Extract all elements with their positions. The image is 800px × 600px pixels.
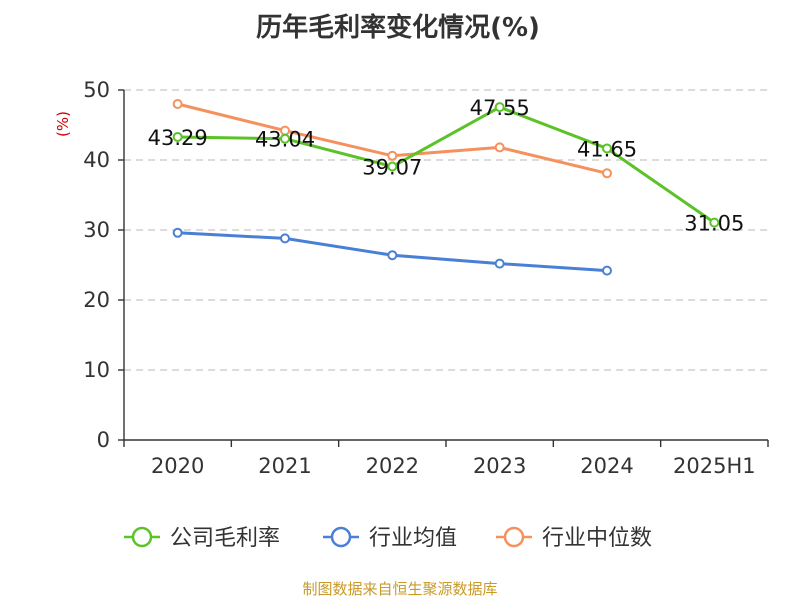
x-tick-label-2020: 2020 [151,454,204,478]
y-tick-label-40: 40 [83,148,110,172]
series-2-point-2024 [602,168,612,179]
source-note: 制图数据来自恒生聚源数据库 [302,580,497,598]
series-2-point-2020 [172,99,183,109]
grid-lines [124,89,768,371]
series-group [172,99,720,276]
y-tick-labels: 0 10 20 30 40 50 [83,78,110,452]
data-label-2022: 39.07 [362,156,422,180]
chart-title: 历年毛利率变化情况(%) [256,12,540,43]
series-1-point-2023 [494,258,505,269]
data-label-2024: 41.65 [577,137,637,161]
legend-label-0: 公司毛利率 [170,526,280,551]
series-1-point-2021 [280,233,290,244]
series-1-point-2020 [172,227,183,238]
legend-label-1: 行业均值 [369,526,457,551]
legend-item-2: 行业中位数 [496,526,652,551]
series-line-0 [176,105,716,225]
y-tick-label-50: 50 [83,78,110,102]
legend-marker-1 [330,526,352,548]
series-2-point-2022 [387,150,398,161]
data-label-2023: 47.55 [470,96,530,120]
legend-item-1: 行业均值 [323,526,457,551]
series-2-point-2023 [494,142,505,153]
series-0-point-2025H1 [709,217,720,228]
x-tick-label-2023: 2023 [473,454,526,478]
series-1-point-2024 [602,265,612,276]
series-0-point-2022 [387,161,398,172]
x-tick-label-2024: 2024 [580,454,633,478]
series-0-point-2021 [280,133,290,144]
x-tick-labels: 2020 2021 2022 2023 2024 2025H1 [151,454,756,478]
x-tick-label-2021: 2021 [258,454,311,478]
x-tick-label-2022: 2022 [366,454,419,478]
data-label-2025H1: 31.05 [684,212,744,236]
series-0-point-2023 [494,102,505,113]
y-tick-label-20: 20 [83,288,110,312]
axes [118,89,769,447]
x-tick-label-2025H1: 2025H1 [673,454,756,478]
data-label-2021: 43.04 [255,128,315,152]
legend-marker-2 [503,526,525,548]
y-axis-label: (%) [54,111,72,137]
legend-item-0: 公司毛利率 [124,526,280,551]
y-tick-label-0: 0 [97,428,110,452]
series-1-point-2022 [387,250,398,261]
legend-label-2: 行业中位数 [542,526,652,551]
y-tick-label-30: 30 [83,218,110,242]
y-tick-label-10: 10 [83,358,110,382]
data-label-2020: 43.29 [148,126,208,150]
legend-marker-0 [131,526,153,548]
series-0-point-2020 [172,131,183,142]
series-0-point-2024 [602,143,612,154]
data-labels: 43.29 43.04 39.07 47.55 41.65 31.05 [148,96,745,236]
legend: 公司毛利率 行业均值 行业中位数 [124,526,652,551]
